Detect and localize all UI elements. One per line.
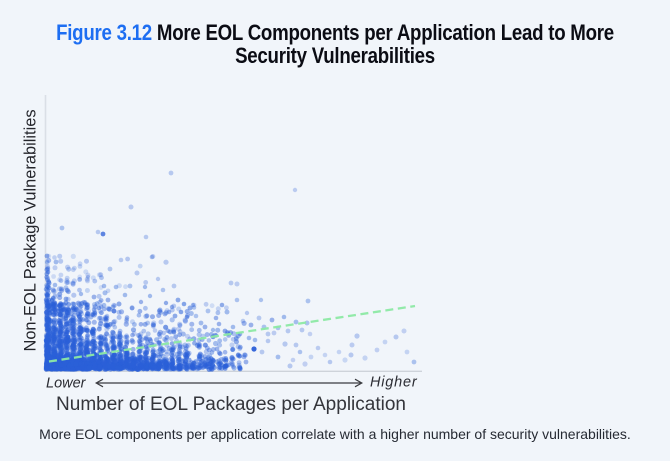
svg-text:Non-EOL Package Vulnerabilitie: Non-EOL Package Vulnerabilities: [22, 109, 40, 351]
svg-text:Lower: Lower: [46, 376, 87, 392]
svg-text:Higher: Higher: [370, 375, 418, 391]
svg-text:Number of EOL Packages per App: Number of EOL Packages per Application: [56, 394, 406, 415]
